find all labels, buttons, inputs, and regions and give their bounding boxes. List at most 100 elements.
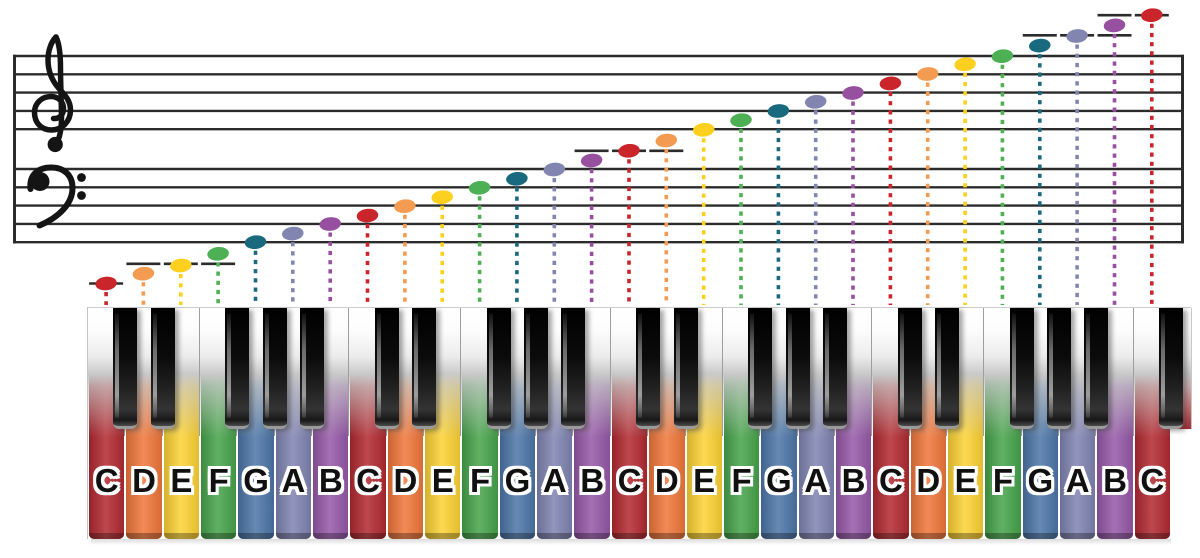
note-2-D (132, 266, 155, 281)
key-label: C (94, 462, 119, 499)
black-key[interactable] (374, 308, 399, 429)
key-bottom-edge (574, 533, 610, 539)
key-bottom-edge (947, 533, 984, 539)
note-5-G (244, 235, 267, 250)
black-key[interactable] (524, 308, 549, 429)
black-key[interactable] (1084, 308, 1109, 429)
note-17-E (692, 122, 715, 137)
key-separator (721, 308, 723, 436)
key-label: B (318, 462, 343, 499)
black-key[interactable] (225, 308, 250, 429)
key-bottom-edge (1134, 533, 1170, 539)
key-bottom-edge (723, 533, 760, 539)
note-6-A (282, 226, 304, 241)
key-label: C (356, 462, 380, 499)
black-key[interactable] (897, 308, 922, 429)
key-label: F (992, 462, 1014, 499)
black-key[interactable] (934, 308, 959, 429)
key-bottom-edge (873, 533, 909, 539)
black-key[interactable] (150, 308, 175, 429)
black-key[interactable] (561, 308, 586, 429)
key-label: A (542, 462, 567, 499)
key-label: G (766, 462, 792, 499)
key-label: F (208, 462, 229, 499)
key-bottom-edge (238, 533, 274, 539)
note-11-F (468, 180, 491, 195)
note-9-D (394, 199, 416, 214)
black-key[interactable] (262, 308, 287, 429)
key-bottom-edge (425, 533, 461, 539)
bass-clef-icon (77, 173, 86, 182)
key-bottom-edge (649, 533, 685, 539)
key-label: D (654, 462, 679, 499)
treble-clef-icon (47, 136, 63, 153)
treble-clef-icon (31, 34, 74, 133)
note-16-D (655, 133, 678, 148)
key-label: G (504, 462, 531, 499)
note-29-C (1141, 8, 1163, 23)
note-14-B (580, 153, 603, 168)
key-label: F (731, 462, 752, 499)
key-label: D (132, 462, 156, 499)
key-bottom-edge (163, 533, 200, 539)
key-label: E (693, 462, 716, 499)
black-key[interactable] (636, 308, 661, 429)
note-27-A (1066, 29, 1088, 43)
black-key[interactable] (1009, 308, 1034, 429)
key-bottom-edge (126, 533, 162, 539)
key-bottom-edge (798, 533, 834, 539)
key-bottom-edge (201, 533, 237, 539)
key-label: E (170, 462, 193, 499)
black-key[interactable] (1046, 308, 1071, 429)
note-10-E (431, 190, 453, 205)
key-bottom-edge (910, 533, 946, 539)
key-label: E (954, 462, 977, 499)
note-4-F (207, 246, 229, 261)
note-23-D (916, 67, 939, 81)
bass-clef-icon (30, 172, 50, 191)
key-bottom-edge (537, 533, 573, 539)
key-bottom-edge (89, 533, 125, 539)
key-bottom-edge (686, 533, 722, 539)
note-22-C (879, 76, 902, 91)
key-bottom-edge (499, 533, 536, 539)
black-key[interactable] (822, 308, 847, 429)
key-separator (348, 308, 350, 436)
key-bottom-edge (1059, 533, 1096, 539)
key-label: E (431, 462, 454, 499)
key-bottom-edge (985, 533, 1021, 539)
key-label: A (1065, 462, 1090, 499)
key-separator (983, 308, 985, 436)
black-key[interactable] (486, 308, 511, 429)
black-key[interactable] (300, 308, 325, 429)
key-separator (871, 308, 873, 436)
key-separator (609, 308, 611, 436)
black-key[interactable] (1159, 308, 1183, 429)
key-separator (199, 308, 201, 436)
key-bottom-edge (761, 533, 797, 539)
key-bottom-edge (313, 533, 349, 539)
note-26-G (1029, 38, 1051, 53)
keyboard-shadow (91, 539, 1171, 545)
key-separator (1132, 308, 1134, 436)
key-label: C (878, 462, 903, 499)
black-key[interactable] (748, 308, 773, 429)
black-key[interactable] (412, 308, 437, 429)
black-key[interactable] (673, 308, 698, 429)
black-key[interactable] (785, 308, 810, 429)
note-21-B (842, 86, 864, 100)
key-label: D (916, 462, 941, 499)
note-12-G (506, 171, 528, 186)
key-bottom-edge (387, 533, 424, 539)
key-bottom-edge (462, 533, 498, 539)
key-label: B (580, 462, 605, 499)
black-key[interactable] (113, 308, 138, 429)
note-20-A (804, 94, 827, 109)
note-13-A (543, 162, 566, 177)
key-bottom-edge (1022, 533, 1058, 539)
note-8-C (356, 208, 379, 223)
note-19-G (767, 104, 790, 118)
note-1-C (95, 276, 117, 291)
